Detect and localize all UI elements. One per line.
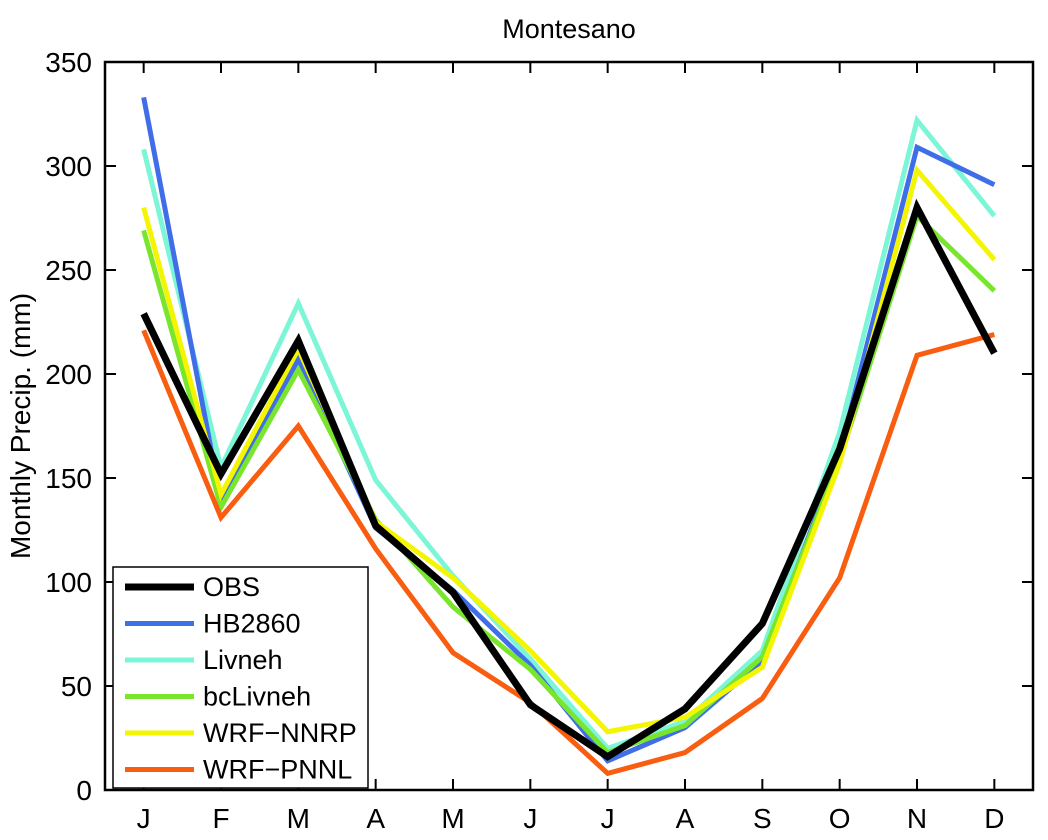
- x-tick-label: O: [829, 803, 851, 834]
- y-tick-label: 150: [45, 463, 92, 494]
- x-tick-label: M: [287, 803, 310, 834]
- series-line-wrf-pnnl: [141, 329, 995, 777]
- legend-item-wrf-pnnl: WRF−PNNL: [125, 755, 352, 785]
- plot-frame: [103, 60, 1035, 792]
- x-tick-label: D: [984, 803, 1004, 834]
- legend-item-bclivneh: bcLivneh: [125, 682, 311, 712]
- legend-item-obs: OBS: [125, 572, 260, 602]
- x-tick-label: J: [601, 803, 615, 834]
- y-tick-label: 300: [45, 151, 92, 182]
- plot-area: J F M A M J J A S O N D 0 50 100 150 200 250 300 350 OBS HB28…: [45, 47, 1035, 834]
- x-tick-label: N: [907, 803, 927, 834]
- x-tick-label: J: [523, 803, 537, 834]
- legend-label-hb2860: HB2860: [203, 609, 301, 639]
- legend-label-bclivneh: bcLivneh: [203, 682, 311, 712]
- chart-title: Montesano: [502, 14, 636, 44]
- legend-item-livneh: Livneh: [125, 645, 283, 675]
- legend-label-livneh: Livneh: [203, 645, 283, 675]
- y-tick-label: 0: [76, 775, 92, 806]
- x-tick-label: F: [212, 803, 229, 834]
- series-line-obs: [140, 198, 998, 761]
- legend-item-wrf-nnrp: WRF−NNRP: [125, 718, 357, 748]
- legend-item-hb2860: HB2860: [125, 609, 301, 639]
- y-tick-label: 350: [45, 47, 92, 78]
- legend-label-obs: OBS: [203, 572, 260, 602]
- legend-label-wrf-pnnl: WRF−PNNL: [203, 755, 352, 785]
- y-tick-label: 50: [61, 671, 92, 702]
- legend-box: [112, 566, 369, 789]
- y-tick-label: 200: [45, 359, 92, 390]
- series-line-livneh: [141, 114, 997, 752]
- y-tick-label: 250: [45, 255, 92, 286]
- x-tick-label: M: [441, 803, 464, 834]
- y-tick-label: 100: [45, 567, 92, 598]
- y-axis-label: Monthly Precip. (mm): [5, 293, 36, 559]
- x-tick-label: J: [137, 803, 151, 834]
- x-tick-label: S: [753, 803, 772, 834]
- x-tick-label: A: [676, 803, 695, 834]
- x-tick-label: A: [366, 803, 385, 834]
- legend-label-wrf-nnrp: WRF−NNRP: [203, 718, 357, 748]
